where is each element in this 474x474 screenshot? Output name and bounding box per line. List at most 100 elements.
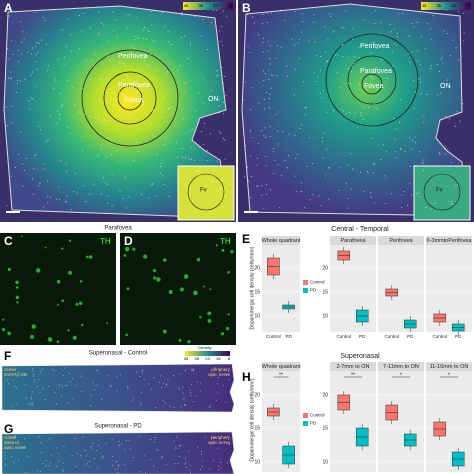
cell-dot [271, 87, 273, 89]
cell-dot [212, 9, 214, 11]
cell-dot [313, 72, 315, 74]
cell-dot [116, 36, 118, 38]
cell-dot [416, 21, 418, 23]
cell-dot [424, 48, 426, 50]
cell-dot [416, 60, 418, 62]
neuron [227, 313, 230, 316]
cell-dot [154, 438, 156, 440]
cell-dot [168, 195, 170, 197]
cell-dot [181, 12, 183, 14]
cell-dot [265, 165, 267, 167]
cell-dot [160, 162, 162, 164]
cell-dot [373, 103, 375, 105]
neuron [79, 301, 83, 305]
cell-dot [193, 368, 195, 370]
cell-dot [380, 159, 382, 161]
cell-dot [429, 67, 431, 69]
cell-dot [79, 47, 81, 49]
cell-dot [352, 28, 354, 30]
cell-dot [57, 452, 59, 454]
cell-dot [449, 86, 451, 88]
cell-dot [372, 77, 374, 79]
cell-dot [141, 404, 142, 406]
cell-dot [156, 471, 158, 473]
cell-dot [139, 471, 140, 473]
cell-dot [206, 149, 208, 151]
cell-dot [145, 83, 147, 85]
cell-dot [442, 62, 444, 64]
cell-dot [31, 398, 32, 400]
cell-dot [131, 400, 133, 402]
cell-dot [286, 167, 288, 169]
cell-dot [193, 401, 195, 403]
cell-dot [329, 13, 331, 15]
cell-dot [93, 442, 95, 444]
cell-dot [32, 178, 34, 180]
cell-dot [64, 385, 66, 387]
cell-dot [55, 122, 57, 124]
cell-dot [72, 86, 74, 88]
cell-dot [270, 189, 272, 191]
cell-dot [106, 120, 108, 122]
colorbar [421, 2, 471, 10]
cell-dot [459, 120, 461, 122]
cell-dot [176, 436, 178, 438]
cell-dot [21, 163, 23, 165]
cell-dot [411, 22, 413, 24]
cell-dot [161, 12, 163, 14]
cell-dot [78, 111, 80, 113]
cell-dot [181, 387, 183, 388]
y-label: Dopaminergic cell density (cells/mm²) [249, 246, 255, 329]
cell-dot [277, 164, 279, 166]
cell-dot [384, 202, 386, 204]
cell-dot [225, 94, 227, 96]
cell-dot [136, 371, 138, 373]
y-tick-label: 15 [254, 425, 260, 431]
cell-dot [31, 391, 33, 393]
cell-dot [124, 175, 126, 177]
y-tick-label: 10 [322, 459, 328, 465]
cell-dot [76, 384, 78, 386]
cell-dot [173, 440, 175, 442]
cell-dot [66, 170, 68, 172]
cell-dot [400, 99, 402, 101]
cell-dot [83, 185, 85, 187]
cell-dot [60, 93, 62, 95]
cell-dot [178, 455, 180, 457]
cell-dot [403, 191, 405, 193]
panel-letter: G [4, 422, 13, 436]
cell-dot [69, 381, 71, 382]
cell-dot [82, 436, 84, 438]
neuron [162, 329, 167, 334]
cell-dot [84, 113, 86, 115]
panel-c-img [0, 233, 116, 345]
cell-dot [313, 13, 315, 15]
cell-dot [41, 368, 43, 370]
cell-dot [328, 167, 330, 169]
cell-dot [462, 103, 464, 105]
cell-dot [8, 77, 10, 79]
cell-dot [462, 12, 464, 14]
cell-dot [99, 79, 101, 81]
cell-dot [258, 34, 260, 36]
cell-dot [201, 451, 203, 453]
cell-dot [80, 375, 82, 377]
cell-dot [262, 51, 264, 53]
cell-dot [40, 371, 42, 373]
cell-dot [339, 87, 341, 89]
cell-dot [321, 97, 323, 99]
cell-dot [197, 446, 199, 448]
cell-dot [85, 59, 87, 61]
cell-dot [128, 112, 130, 114]
cell-dot [396, 36, 398, 38]
inset [177, 165, 235, 221]
cell-dot [164, 26, 166, 28]
cell-dot [5, 106, 7, 108]
cell-dot [122, 198, 124, 200]
cell-dot [93, 63, 95, 65]
cell-dot [105, 182, 107, 184]
cell-dot [5, 464, 7, 466]
cell-dot [224, 139, 226, 141]
cell-dot [352, 168, 354, 170]
cell-dot [129, 122, 131, 124]
